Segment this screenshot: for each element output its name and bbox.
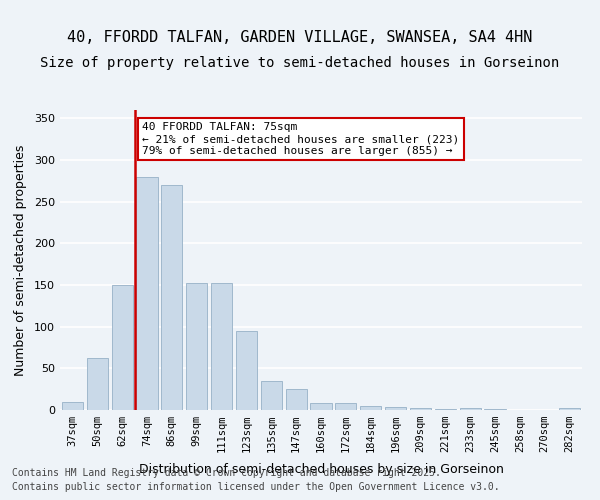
Text: 40, FFORDD TALFAN, GARDEN VILLAGE, SWANSEA, SA4 4HN: 40, FFORDD TALFAN, GARDEN VILLAGE, SWANS…	[67, 30, 533, 45]
Bar	[112, 285, 133, 410]
Text: Contains HM Land Registry data © Crown copyright and database right 2025.: Contains HM Land Registry data © Crown c…	[12, 468, 441, 477]
Bar	[559, 408, 580, 410]
Y-axis label: Number of semi-detached properties: Number of semi-detached properties	[14, 144, 27, 376]
Bar	[435, 409, 456, 410]
Bar	[211, 282, 232, 410]
Text: Contains public sector information licensed under the Open Government Licence v3: Contains public sector information licen…	[12, 482, 500, 492]
Bar	[335, 402, 356, 410]
Bar	[136, 176, 158, 410]
Bar	[460, 408, 481, 410]
Bar	[161, 185, 182, 410]
Bar	[410, 408, 431, 410]
Bar	[87, 358, 108, 410]
Bar	[286, 389, 307, 410]
Bar	[310, 402, 332, 410]
Bar	[236, 331, 257, 410]
Bar	[261, 381, 282, 410]
Bar	[186, 282, 207, 410]
Bar	[360, 406, 381, 410]
X-axis label: Distribution of semi-detached houses by size in Gorseinon: Distribution of semi-detached houses by …	[139, 464, 503, 476]
Bar	[484, 409, 506, 410]
Text: Size of property relative to semi-detached houses in Gorseinon: Size of property relative to semi-detach…	[40, 56, 560, 70]
Text: 40 FFORDD TALFAN: 75sqm
← 21% of semi-detached houses are smaller (223)
79% of s: 40 FFORDD TALFAN: 75sqm ← 21% of semi-de…	[142, 122, 459, 156]
Bar	[385, 406, 406, 410]
Bar	[62, 402, 83, 410]
